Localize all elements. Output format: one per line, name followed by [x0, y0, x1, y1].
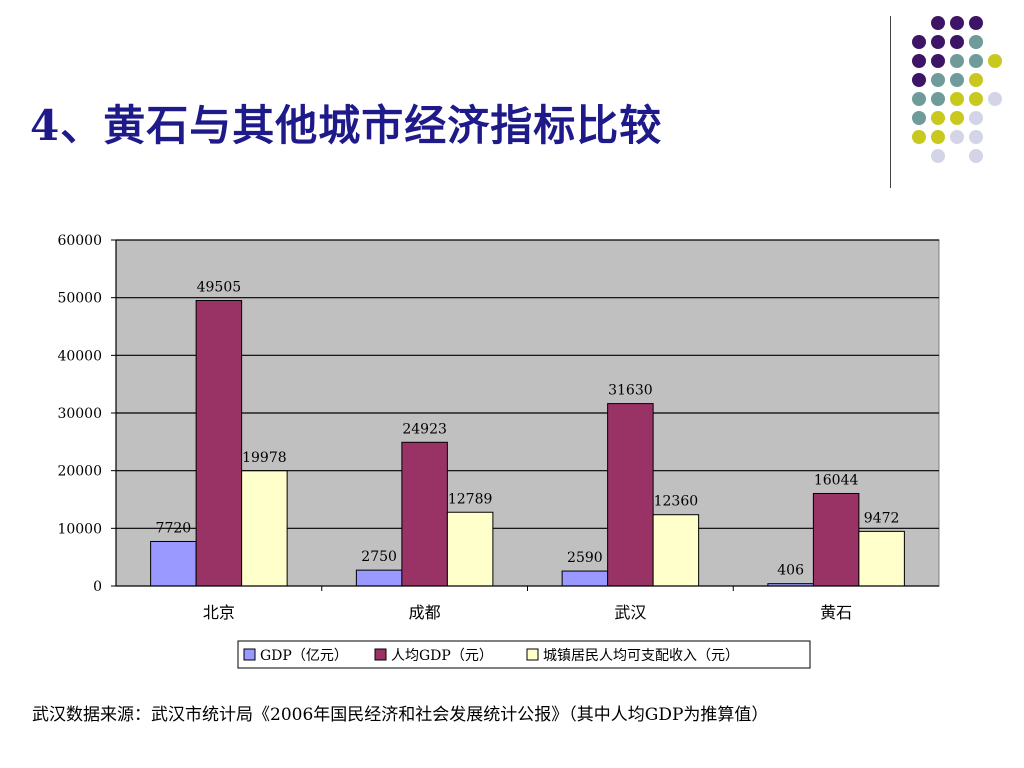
- decorative-dot: [969, 73, 983, 87]
- data-labels: 7720 49505 19978 2750 24923 12789 2590 31630 123…: [156, 280, 900, 579]
- data-label: 49505: [197, 280, 242, 296]
- bar-chart: 0 10000 20000 30000 40000 50000 60000 7720 4950…: [57, 233, 940, 669]
- data-label: 12789: [448, 491, 493, 507]
- data-label: 7720: [156, 520, 192, 536]
- data-label: 406: [777, 563, 804, 579]
- data-source-note: 武汉数据来源：武汉市统计局《2006年国民经济和社会发展统计公报》（其中人均GD…: [32, 705, 769, 725]
- decorative-dot: [950, 73, 964, 87]
- decorative-dot: [931, 16, 945, 30]
- decorative-dot: [931, 35, 945, 49]
- y-tick-label: 10000: [57, 521, 102, 537]
- data-label: 2750: [361, 549, 397, 565]
- x-tick-label: 北京: [203, 603, 235, 622]
- data-label: 16044: [814, 472, 859, 488]
- decorative-dot: [969, 130, 983, 144]
- decorative-dot: [950, 92, 964, 106]
- data-label: 9472: [864, 510, 900, 526]
- decorative-dot: [931, 92, 945, 106]
- decorative-dot: [950, 54, 964, 68]
- decorative-dot: [950, 16, 964, 30]
- decorative-dot: [969, 111, 983, 125]
- bar: [446, 511, 494, 587]
- data-label: 12360: [654, 494, 699, 510]
- data-label: 31630: [608, 383, 653, 399]
- decorative-dot: [931, 73, 945, 87]
- y-tick-label: 50000: [57, 291, 102, 307]
- decorative-dot: [912, 92, 926, 106]
- bar: [561, 570, 609, 587]
- bar: [652, 514, 700, 587]
- decorative-dot: [969, 54, 983, 68]
- x-tick-label: 黄石: [820, 603, 852, 622]
- y-axis: 0 10000 20000 30000 40000 50000 60000: [57, 233, 117, 595]
- y-tick-label: 20000: [57, 464, 102, 480]
- decorative-dot: [912, 73, 926, 87]
- decorative-dot: [931, 54, 945, 68]
- x-tick-label: 武汉: [614, 603, 646, 622]
- legend-label: GDP（亿元）: [260, 648, 348, 664]
- decorative-dot: [969, 149, 983, 163]
- bar: [401, 441, 448, 587]
- decorative-dot: [931, 130, 945, 144]
- bar: [812, 492, 860, 587]
- decorative-dot: [931, 111, 945, 125]
- legend-label: 人均GDP（元）: [391, 648, 493, 664]
- x-axis: 北京 成都 武汉 黄石: [116, 585, 939, 622]
- bar: [355, 569, 403, 587]
- legend-box: [237, 640, 811, 669]
- legend-swatch: [243, 648, 256, 661]
- y-tick-label: 40000: [57, 348, 102, 364]
- decorative-dot: [931, 149, 945, 163]
- decorative-dot: [969, 35, 983, 49]
- legend-swatch: [526, 648, 539, 661]
- bar: [150, 540, 197, 587]
- bars: [150, 300, 905, 587]
- decorative-dot: [912, 54, 926, 68]
- decorative-dot: [969, 92, 983, 106]
- decorative-dot: [988, 92, 1002, 106]
- y-tick-label: 30000: [57, 406, 102, 422]
- bar: [607, 403, 654, 587]
- data-label: 2590: [567, 550, 603, 566]
- legend-swatch: [374, 648, 387, 661]
- page-title: 4、黄石与其他城市经济指标比较: [30, 101, 663, 150]
- decorative-dot: [950, 130, 964, 144]
- data-label: 19978: [242, 450, 287, 466]
- x-tick-label: 成都: [409, 603, 441, 622]
- data-label: 24923: [402, 421, 447, 437]
- decorative-dot-grid: [912, 16, 1002, 163]
- decorative-dot: [988, 54, 1002, 68]
- bar: [195, 300, 243, 587]
- decorative-dot: [950, 35, 964, 49]
- legend: GDP（亿元） 人均GDP（元） 城镇居民人均可支配收入（元）: [237, 640, 811, 669]
- bar: [858, 530, 905, 587]
- divider-line: [890, 16, 891, 188]
- decorative-dot: [969, 16, 983, 30]
- decorative-dot: [912, 130, 926, 144]
- y-tick-label: 0: [93, 579, 102, 595]
- decorative-dot: [912, 35, 926, 49]
- legend-label: 城镇居民人均可支配收入（元）: [543, 648, 739, 664]
- y-tick-label: 60000: [57, 233, 102, 249]
- decorative-dot: [912, 111, 926, 125]
- decorative-dot: [950, 111, 964, 125]
- bar: [241, 470, 288, 587]
